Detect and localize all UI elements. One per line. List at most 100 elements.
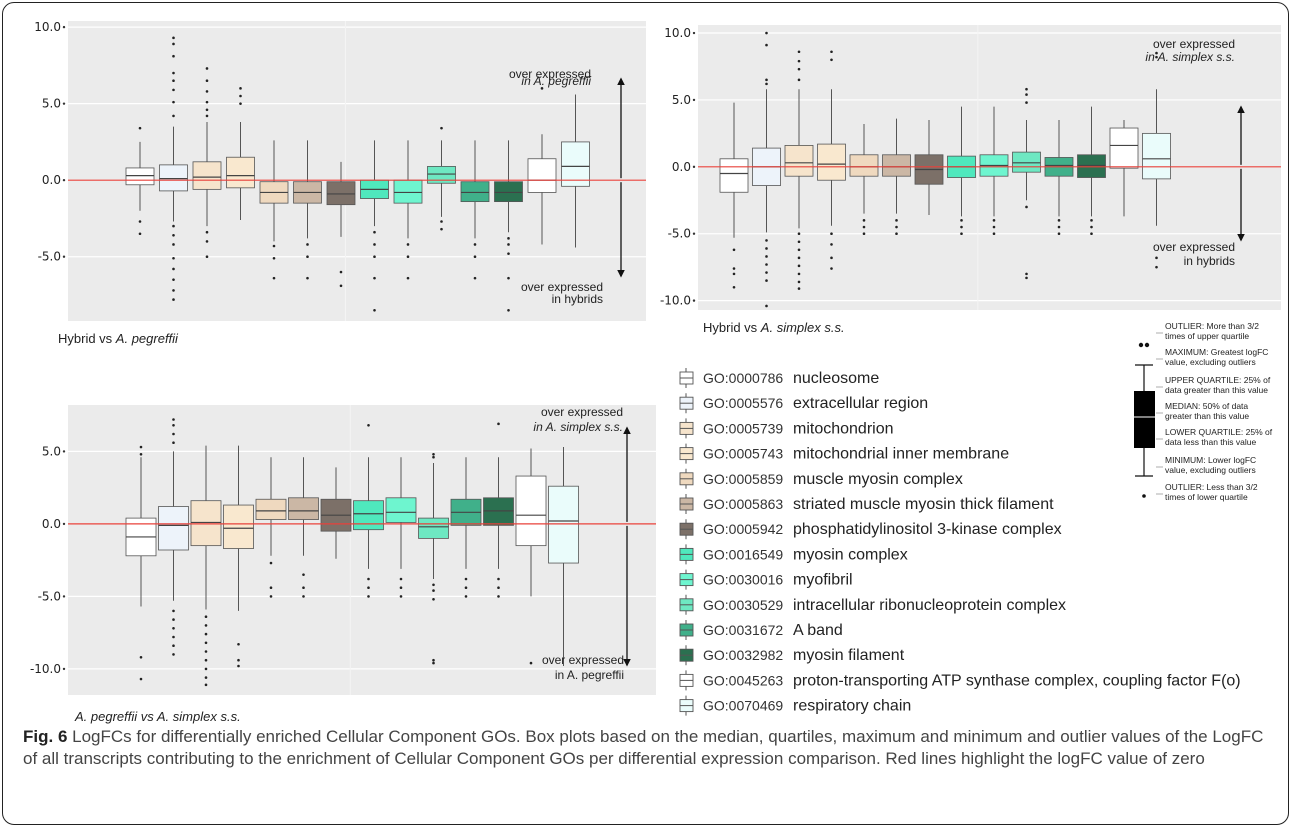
arrow-down-label-line2: in A. pegreffii bbox=[555, 668, 624, 682]
y-tick-mark bbox=[692, 165, 696, 169]
box-GO-0070469 bbox=[548, 447, 579, 666]
legend-go-id: GO:0016549 bbox=[703, 546, 783, 562]
key-upper-quartile-line1: UPPER QUARTILE: 25% of bbox=[1165, 375, 1271, 385]
outlier-point bbox=[205, 114, 209, 118]
outlier-point bbox=[797, 248, 801, 252]
legend-go-name: phosphatidylinositol 3-kinase complex bbox=[793, 521, 1062, 538]
outlier-point bbox=[862, 232, 866, 236]
box-iqr bbox=[460, 181, 490, 203]
box-GO-0070469 bbox=[1142, 51, 1171, 269]
key-box bbox=[1134, 391, 1155, 448]
outlier-point bbox=[765, 31, 768, 35]
legend-item: GO:0005859 muscle myosin complex bbox=[679, 468, 963, 489]
outlier-point bbox=[765, 255, 768, 258]
box-GO-0045263 bbox=[515, 448, 547, 665]
outlier-point bbox=[172, 278, 175, 281]
box-GO-0005859 bbox=[255, 457, 287, 598]
outlier-point bbox=[138, 220, 142, 223]
box-GO-0005739 bbox=[190, 445, 222, 687]
outlier-point bbox=[272, 256, 276, 260]
box-GO-0005576 bbox=[159, 36, 188, 301]
box-iqr bbox=[561, 141, 590, 187]
panel-title-prefix: Hybrid vs bbox=[703, 320, 761, 335]
box-iqr bbox=[190, 500, 222, 547]
outlier-point bbox=[172, 71, 175, 75]
arrow-up-label-line2: in A. simplex s.s. bbox=[1145, 50, 1235, 64]
box-GO-0005743 bbox=[223, 445, 254, 668]
legend-item: GO:0030016 myofibril bbox=[679, 569, 853, 590]
y-tick-label: 5.0 bbox=[42, 444, 61, 458]
box-GO-0005942 bbox=[326, 161, 356, 288]
outlier-point bbox=[204, 624, 208, 627]
outlier-point bbox=[895, 232, 898, 236]
outlier-point bbox=[992, 232, 996, 236]
outlier-point bbox=[1025, 276, 1028, 280]
key-maximum-line2: value, excluding outliers bbox=[1165, 357, 1256, 367]
outlier-point bbox=[172, 267, 175, 271]
y-tick-mark bbox=[62, 595, 66, 598]
legend-go-name: myosin complex bbox=[793, 546, 908, 563]
box-GO-0005859 bbox=[259, 140, 289, 280]
y-tick-label: -5.0 bbox=[38, 250, 61, 264]
panel-title-species: A. pegreffii vs A. simplex s.s. bbox=[74, 709, 241, 724]
outlier-point bbox=[797, 256, 801, 260]
box-iqr bbox=[159, 164, 188, 192]
outlier-point bbox=[172, 653, 175, 656]
outlier-point bbox=[765, 263, 768, 266]
key-upper-quartile-line2: data greater than this value bbox=[1165, 385, 1268, 395]
outlier-point bbox=[765, 304, 768, 308]
outlier-point bbox=[172, 424, 175, 427]
outlier-point bbox=[497, 586, 500, 589]
legend-go-id: GO:0005576 bbox=[703, 395, 783, 411]
outlier-point bbox=[830, 58, 833, 62]
legend-go-id: GO:0030529 bbox=[703, 597, 783, 613]
legend-item: GO:0000786 nucleosome bbox=[679, 368, 879, 388]
outlier-point bbox=[205, 255, 209, 259]
outlier-point bbox=[797, 232, 801, 236]
outlier-point bbox=[473, 276, 477, 280]
legend-go-id: GO:0045263 bbox=[703, 672, 783, 688]
y-tick-mark bbox=[62, 450, 66, 453]
panel-title: Hybrid vs A. pegreffii bbox=[58, 331, 179, 346]
outlier-point bbox=[432, 661, 435, 665]
outlier-point bbox=[797, 240, 801, 244]
outlier-point bbox=[1090, 219, 1093, 222]
outlier-point bbox=[367, 577, 370, 581]
box-GO-0032982 bbox=[483, 422, 514, 598]
outlier-point bbox=[306, 276, 309, 280]
y-tick-label: 0.0 bbox=[42, 173, 61, 187]
outlier-point bbox=[797, 50, 801, 54]
outlier-point bbox=[172, 54, 175, 58]
outlier-point bbox=[204, 650, 208, 653]
outlier-point bbox=[139, 656, 143, 659]
y-tick-mark bbox=[62, 102, 66, 105]
outlier-point bbox=[204, 615, 208, 618]
legend-go-id: GO:0032982 bbox=[703, 647, 783, 663]
box-GO-0030529 bbox=[418, 453, 449, 665]
box-GO-0030016 bbox=[385, 457, 417, 598]
outlier-point bbox=[497, 595, 500, 598]
outlier-point bbox=[1090, 232, 1093, 236]
box-GO-0005942 bbox=[914, 120, 944, 215]
box-iqr bbox=[1142, 132, 1171, 180]
outlier-point bbox=[1025, 87, 1028, 91]
outlier-point bbox=[367, 586, 370, 589]
box-iqr bbox=[393, 179, 423, 204]
outlier-point bbox=[237, 664, 240, 668]
legend-go-name: mitochondrion bbox=[793, 420, 894, 437]
outlier-point bbox=[830, 232, 833, 236]
key-outlier-low-line2: times of lower quartile bbox=[1165, 492, 1248, 502]
legend-go-name: muscle myosin complex bbox=[793, 471, 963, 488]
outlier-point bbox=[172, 432, 175, 436]
outlier-point bbox=[1057, 219, 1061, 222]
box-iqr bbox=[326, 181, 356, 206]
box-iqr bbox=[288, 497, 319, 520]
outlier-point bbox=[862, 225, 866, 229]
legend-go-name: proton-transporting ATP synthase complex… bbox=[793, 672, 1241, 689]
outlier-point bbox=[302, 595, 305, 598]
outlier-point bbox=[205, 240, 209, 243]
